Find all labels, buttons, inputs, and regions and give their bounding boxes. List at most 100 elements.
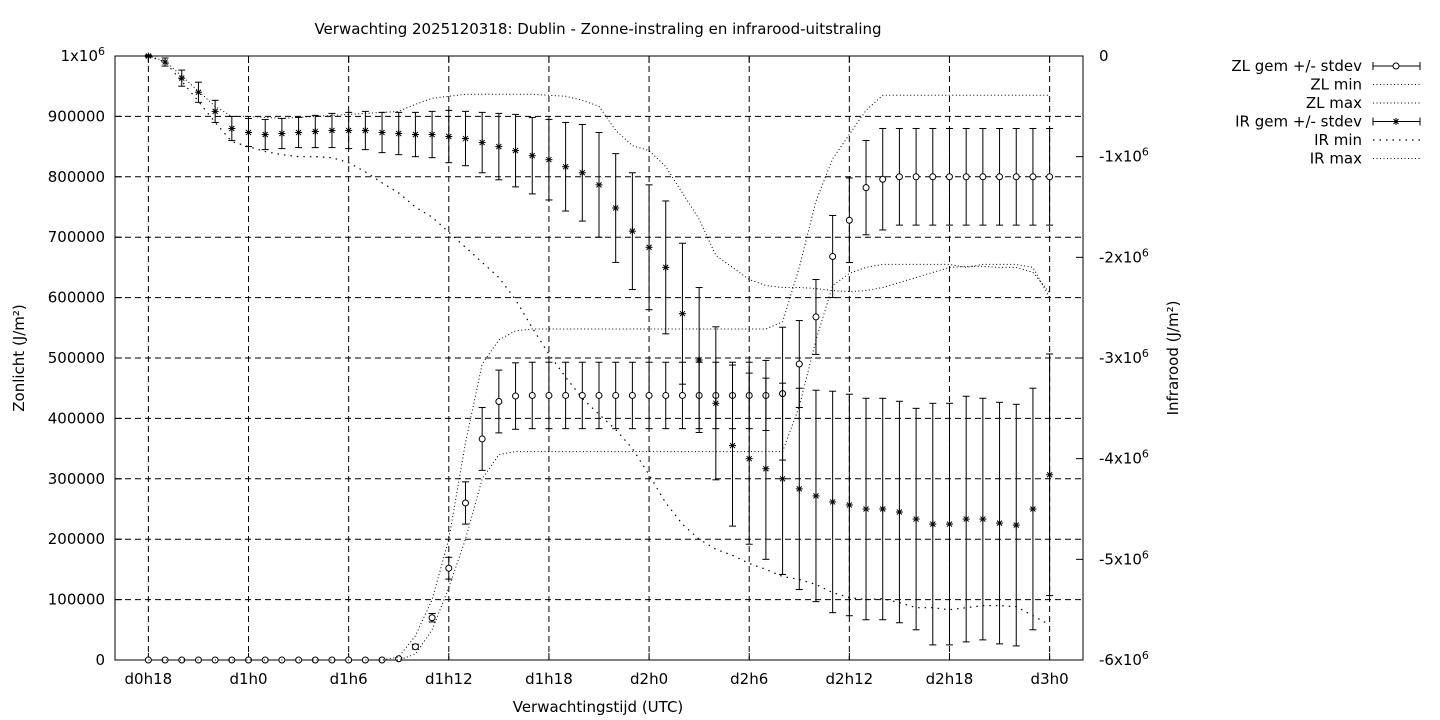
data-point	[945, 173, 953, 181]
data-point	[929, 173, 937, 181]
star-marker-d2	[763, 465, 769, 472]
star-marker-d2	[529, 152, 536, 159]
x-tick-label: d1h12	[425, 670, 473, 688]
star-marker-d2	[429, 131, 435, 138]
star-marker-d2	[646, 244, 652, 251]
y-tick-label: 400000	[48, 409, 105, 427]
star-marker-d2	[178, 75, 185, 82]
star-marker-d2	[345, 127, 352, 134]
star-marker-d2	[312, 128, 319, 135]
series	[144, 52, 1054, 664]
y2-tick-label: -6x106	[1099, 649, 1149, 669]
data-point	[144, 656, 152, 664]
star-marker-d2	[1393, 118, 1399, 125]
x-tick-label: d2h18	[926, 670, 974, 688]
series-6	[148, 55, 1050, 293]
star-marker-d2	[679, 310, 686, 317]
y2-tick-label: -3x106	[1099, 347, 1149, 367]
star-marker-d2	[579, 169, 586, 176]
data-point	[512, 392, 520, 400]
data-point	[161, 656, 169, 664]
star-marker-d2	[846, 502, 853, 508]
star-marker-d2	[496, 143, 502, 150]
series-2	[148, 263, 1051, 661]
data-point	[428, 614, 436, 622]
data-point	[378, 656, 386, 664]
data-point	[595, 391, 603, 399]
star-marker-d2	[195, 89, 202, 96]
axes: d0h18 d1h0 d1h6 d1h12 d1h18 d2h0 d2h6 d2h12 d2h1…	[48, 45, 1149, 688]
data-point	[979, 173, 987, 181]
star-marker-d2	[412, 131, 419, 138]
x-tick-label: d1h18	[525, 670, 573, 688]
legend-label: ZL max	[1306, 94, 1362, 112]
y2-axis-label: Infrarood (J/m²)	[1164, 301, 1182, 416]
data-point	[962, 173, 970, 181]
star-marker-d2	[896, 509, 903, 515]
series-line	[148, 263, 1051, 661]
data-point	[178, 656, 186, 664]
series-5	[148, 55, 1050, 626]
x-tick-label: d3h0	[1031, 670, 1069, 688]
data-point	[461, 499, 469, 507]
star-marker-d2	[479, 139, 486, 146]
data-point	[245, 656, 253, 664]
star-marker-d2	[562, 163, 569, 170]
y-tick-label: 300000	[48, 470, 105, 488]
data-point	[295, 656, 303, 664]
x-tick-label: d2h0	[630, 670, 668, 688]
star-marker-d2	[162, 59, 168, 65]
data-point	[862, 184, 870, 192]
data-point	[845, 216, 853, 224]
data-point	[411, 643, 419, 651]
star-marker-d2	[245, 129, 252, 136]
y-axis-label: Zonlicht (J/m²)	[10, 304, 28, 412]
star-marker-d2	[980, 516, 986, 522]
x-tick-label: d2h6	[730, 670, 768, 688]
data-point	[545, 391, 553, 399]
y-tick-label: 100000	[48, 591, 105, 609]
x-tick-label: d1h6	[330, 670, 368, 688]
y-tick-label: 500000	[48, 349, 105, 367]
data-point	[628, 391, 636, 399]
legend-label: IR gem +/- stdev	[1235, 113, 1362, 131]
star-marker-d2	[145, 53, 152, 59]
y-tick-label: 900000	[48, 107, 105, 125]
star-marker-d2	[462, 135, 469, 142]
data-point	[662, 391, 670, 399]
data-point	[1012, 173, 1020, 181]
star-marker-d2	[362, 127, 369, 134]
star-marker-d2	[746, 455, 753, 462]
series-line	[148, 94, 1050, 661]
legend-marker	[1392, 62, 1400, 70]
data-point	[912, 173, 920, 181]
star-marker-d2	[829, 499, 836, 505]
data-point	[478, 435, 486, 443]
y-tick-label: 700000	[48, 228, 105, 246]
y-tick-label: 0	[95, 651, 105, 669]
x-tick-label: d1h0	[229, 670, 267, 688]
legend-label: IR max	[1310, 150, 1362, 168]
star-marker-d2	[295, 129, 302, 136]
star-marker-d2	[1046, 471, 1053, 478]
data-point	[1029, 173, 1037, 181]
star-marker-d2	[629, 228, 636, 235]
legend-label: ZL gem +/- stdev	[1231, 57, 1362, 75]
star-marker-d2	[996, 520, 1003, 526]
data-point	[678, 391, 686, 399]
star-marker-d2	[395, 130, 402, 137]
data-point	[895, 173, 903, 181]
data-point	[445, 564, 453, 572]
star-marker-d2	[596, 181, 602, 188]
data-point	[495, 397, 503, 405]
star-marker-d2	[662, 264, 669, 271]
star-marker-d2	[712, 400, 719, 407]
series-line	[148, 55, 1050, 626]
y-tick-label: 800000	[48, 168, 105, 186]
star-marker-d2	[546, 156, 552, 163]
y2-tick-label: 0	[1099, 47, 1109, 65]
star-marker-d2	[212, 108, 218, 115]
data-point	[361, 656, 369, 664]
star-marker-d2	[1013, 522, 1020, 528]
